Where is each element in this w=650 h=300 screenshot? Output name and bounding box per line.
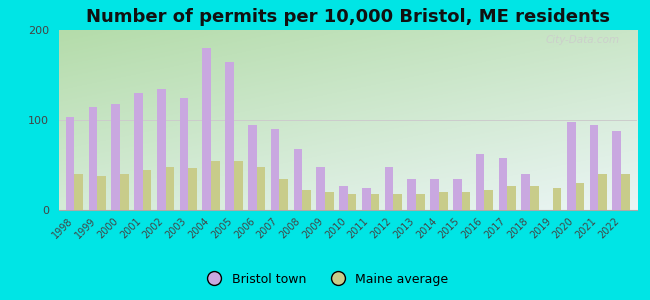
- Bar: [317, 167, 325, 210]
- Bar: [234, 160, 242, 210]
- Bar: [75, 174, 83, 210]
- Bar: [179, 98, 188, 210]
- Title: Number of permits per 10,000 Bristol, ME residents: Number of permits per 10,000 Bristol, ME…: [86, 8, 610, 26]
- Bar: [408, 178, 416, 210]
- Bar: [507, 186, 516, 210]
- Bar: [462, 192, 471, 210]
- Bar: [271, 129, 280, 210]
- Bar: [202, 48, 211, 210]
- Bar: [143, 169, 151, 210]
- Bar: [339, 186, 348, 210]
- Bar: [385, 167, 393, 210]
- Bar: [166, 167, 174, 210]
- Bar: [430, 178, 439, 210]
- Bar: [211, 160, 220, 210]
- Bar: [362, 188, 370, 210]
- Bar: [598, 174, 607, 210]
- Bar: [325, 192, 333, 210]
- Text: City-Data.com: City-Data.com: [545, 35, 619, 45]
- Bar: [484, 190, 493, 210]
- Bar: [157, 88, 166, 210]
- Bar: [621, 174, 630, 210]
- Bar: [521, 174, 530, 210]
- Bar: [575, 183, 584, 210]
- Bar: [499, 158, 507, 210]
- Bar: [294, 149, 302, 210]
- Bar: [66, 117, 75, 210]
- Bar: [453, 178, 461, 210]
- Bar: [348, 194, 356, 210]
- Bar: [88, 106, 98, 210]
- Bar: [188, 168, 197, 210]
- Bar: [439, 192, 447, 210]
- Bar: [248, 124, 257, 210]
- Bar: [370, 194, 379, 210]
- Bar: [225, 61, 234, 210]
- Bar: [111, 104, 120, 210]
- Bar: [120, 174, 129, 210]
- Bar: [530, 186, 539, 210]
- Bar: [302, 190, 311, 210]
- Bar: [476, 154, 484, 210]
- Bar: [98, 176, 106, 210]
- Bar: [280, 178, 288, 210]
- Bar: [567, 122, 575, 210]
- Bar: [416, 194, 424, 210]
- Legend: Bristol town, Maine average: Bristol town, Maine average: [197, 268, 453, 291]
- Bar: [257, 167, 265, 210]
- Bar: [590, 124, 598, 210]
- Bar: [552, 188, 562, 210]
- Bar: [393, 194, 402, 210]
- Bar: [134, 93, 143, 210]
- Bar: [612, 131, 621, 210]
